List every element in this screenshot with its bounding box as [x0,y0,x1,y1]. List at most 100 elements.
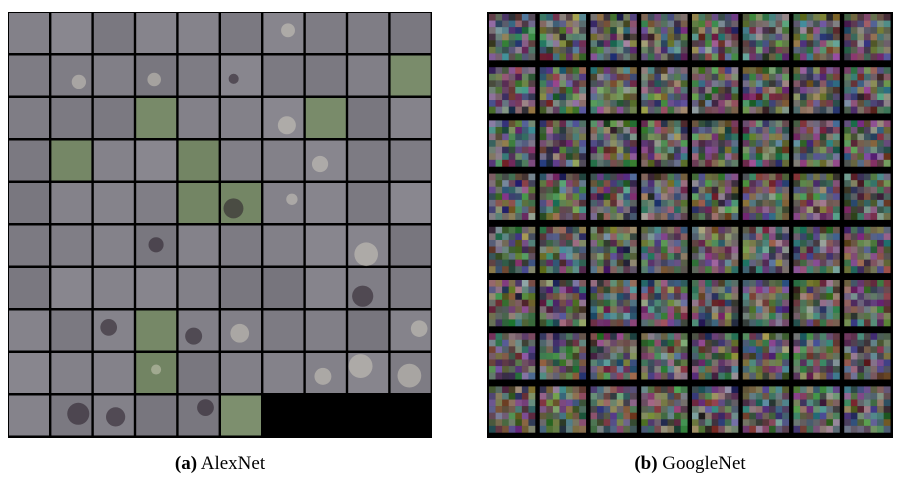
filter-pixel [769,193,776,200]
filter-pixel [731,400,738,407]
filter-tile [94,226,134,266]
filter-pixel [731,140,738,147]
filter-pixel [769,227,776,234]
filter-pixel [769,134,776,141]
filter-pixel [540,419,547,426]
filter-pixel [522,260,529,267]
filter-pixel [496,100,503,107]
filter-pixel [522,253,529,260]
filter-pixel [718,393,725,400]
filter-pixel [769,174,776,181]
filter-pixel [762,313,769,320]
filter-pixel [559,74,566,81]
filter-pixel [762,306,769,313]
filter-pixel [762,233,769,240]
filter-pixel [782,67,789,74]
filter-pixel [573,340,580,347]
filter-pixel [528,134,535,141]
filter-pixel [546,419,553,426]
filter-pixel [826,300,833,307]
filter-pixel [522,67,529,74]
filter-pixel [877,193,884,200]
filter-pixel [546,300,553,307]
filter-pixel [820,40,827,47]
filter-pixel [661,160,668,167]
filter-pixel [749,426,756,433]
filter-pixel [515,127,522,134]
filter-pixel [674,366,681,373]
filter-pixel [515,107,522,114]
filter-pixel [654,366,661,373]
filter-pixel [674,240,681,247]
filter-pixel [794,34,801,41]
filter-pixel [833,366,840,373]
filter-blob [411,320,428,337]
filter-pixel [604,406,611,413]
filter-pixel [884,227,891,234]
filter-pixel [515,80,522,87]
filter-pixel [654,93,661,100]
filter-pixel [877,227,884,234]
filter-pixel [782,193,789,200]
filter-pixel [782,340,789,347]
filter-pixel [661,386,668,393]
filter-pixel [851,120,858,127]
filter-pixel [749,206,756,213]
filter-pixel [844,359,851,366]
filter-pixel [820,14,827,21]
filter-pixel [782,34,789,41]
filter-pixel [692,366,699,373]
filter-pixel [597,260,604,267]
filter-pixel [813,187,820,194]
filter-pixel [807,127,814,134]
filter-pixel [844,333,851,340]
filter-pixel [566,107,573,114]
filter-pixel [776,34,783,41]
filter-pixel [794,180,801,187]
filter-pixel [502,160,509,167]
filter-pixel [566,153,573,160]
filter-pixel [871,419,878,426]
filter-pixel [769,353,776,360]
filter-pixel [851,406,858,413]
filter-pixel [496,400,503,407]
filter-pixel [725,287,732,294]
filter-pixel [489,393,496,400]
filter-pixel [769,87,776,94]
filter-pixel [681,227,688,234]
filter-pixel [884,206,891,213]
filter-pixel [610,140,617,147]
filter-pixel [528,247,535,254]
filter-pixel [553,280,560,287]
filter-pixel [540,180,547,187]
filter-pixel [800,280,807,287]
filter-pixel [857,40,864,47]
filter-pixel [725,233,732,240]
filter-pixel [699,406,706,413]
filter-pixel [573,21,580,28]
filter-pixel [630,27,637,34]
filter-pixel [566,140,573,147]
filter-blob [185,328,202,345]
filter-pixel [820,93,827,100]
filter-pixel [756,373,763,380]
filter-pixel [743,187,750,194]
filter-pixel [851,313,858,320]
filter-pixel [718,174,725,181]
filter-pixel [579,280,586,287]
filter-pixel [522,366,529,373]
filter-pixel [826,233,833,240]
filter-pixel [648,393,655,400]
filter-pixel [762,47,769,54]
filter-pixel [725,393,732,400]
filter-pixel [718,100,725,107]
filter-pixel [833,233,840,240]
filter-pixel [794,359,801,366]
filter-pixel [749,47,756,54]
filter-pixel [712,153,719,160]
filter-pixel [731,353,738,360]
filter-pixel [756,174,763,181]
filter-pixel [573,53,580,60]
filter-pixel [871,240,878,247]
filter-pixel [884,193,891,200]
